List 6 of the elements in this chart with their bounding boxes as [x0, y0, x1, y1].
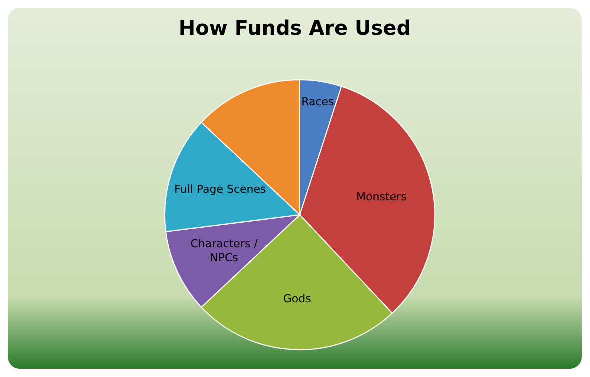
- slice-label: Full Page Scenes: [174, 183, 267, 196]
- slice-label: Characters / NPCs: [190, 238, 258, 265]
- slice-label: Races: [302, 96, 335, 109]
- slice-label: Gods: [283, 292, 312, 306]
- slice-label: Monsters: [356, 190, 408, 204]
- chart-title: How Funds Are Used: [178, 16, 412, 40]
